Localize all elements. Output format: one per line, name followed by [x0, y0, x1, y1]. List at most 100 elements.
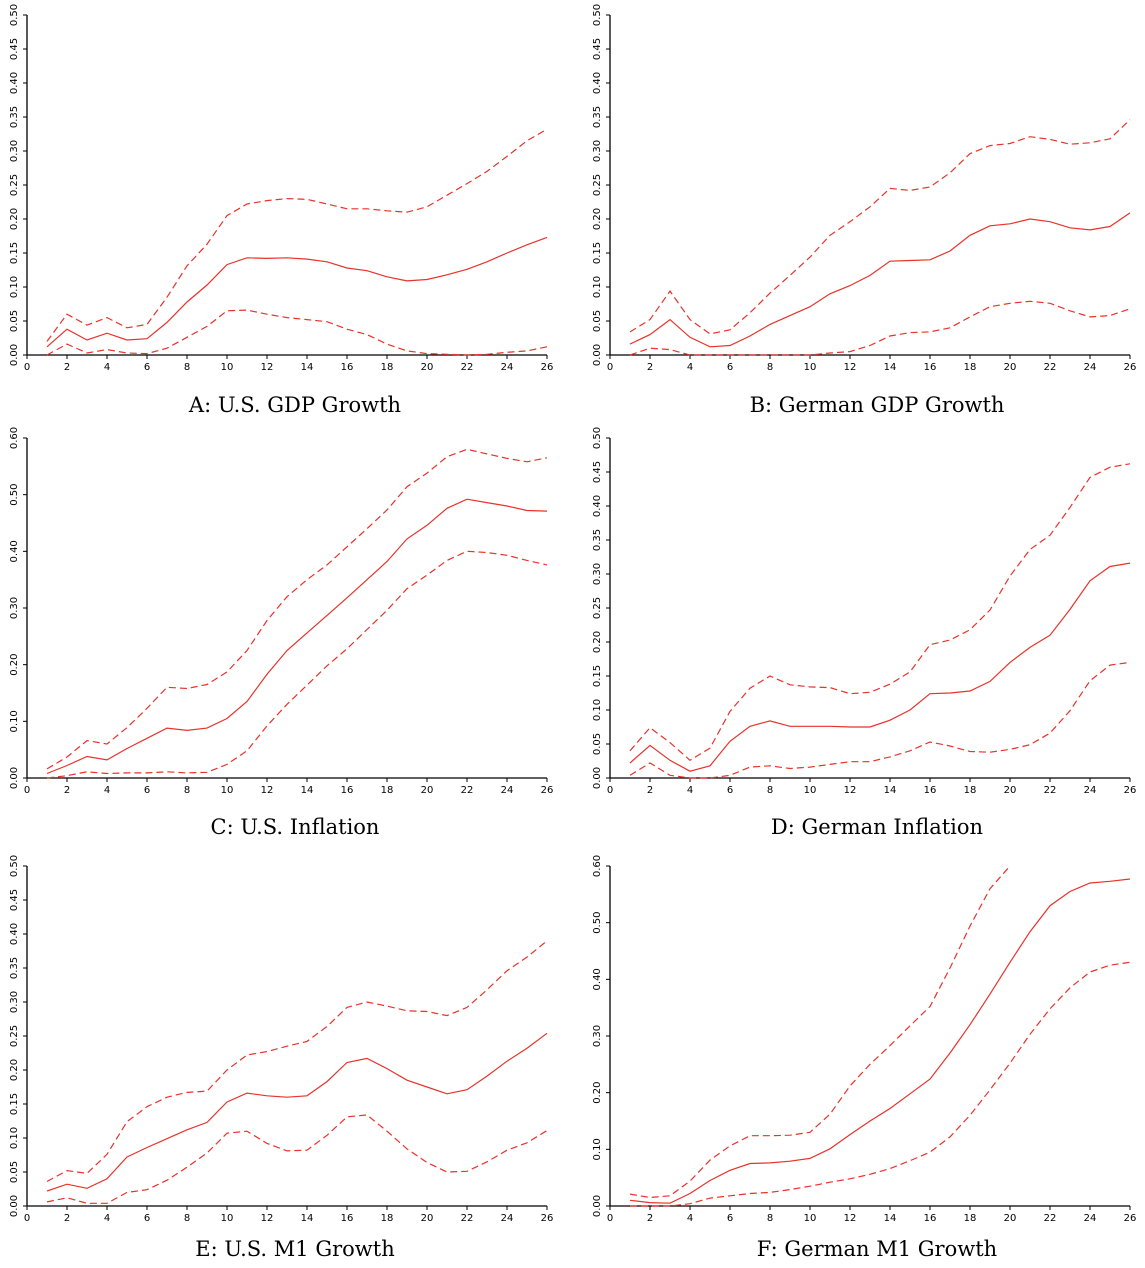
y-tick-label: 0.10	[592, 699, 603, 721]
x-tick-label: 4	[687, 785, 693, 796]
confidence-band-line	[629, 865, 1011, 1199]
x-tick-label: 20	[1004, 1213, 1017, 1224]
x-tick-label: 12	[844, 785, 857, 796]
x-tick-label: 0	[607, 1213, 613, 1224]
x-tick-label: 24	[1084, 785, 1097, 796]
x-tick-label: 26	[541, 362, 554, 373]
estimate-line	[629, 212, 1131, 348]
x-tick-label: 14	[884, 1213, 897, 1224]
x-tick-label: 12	[261, 785, 274, 796]
y-tick-label: 0.00	[592, 344, 603, 366]
x-tick-label: 24	[501, 362, 514, 373]
y-tick-label: 0.05	[592, 310, 603, 332]
x-tick-label: 10	[221, 785, 234, 796]
x-tick-label: 10	[221, 1213, 234, 1224]
chart-b: 0 2 4 6 8 10 12 14 16 18 20 22 24 260.000.050.100.150…	[592, 4, 1137, 373]
x-tick-label: 20	[1004, 785, 1017, 796]
x-tick-label: 22	[461, 785, 474, 796]
x-tick-label: 18	[381, 785, 394, 796]
x-tick-label: 6	[727, 362, 733, 373]
x-tick-label: 0	[607, 785, 613, 796]
x-tick-label: 22	[1044, 362, 1057, 373]
chart-c: 0 2 4 6 8 10 12 14 16 18 20 22 24 260.000.100.200.300…	[9, 427, 554, 796]
x-tick-label: 12	[261, 1213, 274, 1224]
x-tick-label: 8	[184, 362, 190, 373]
x-tick-label: 26	[541, 785, 554, 796]
y-tick-label: 0.35	[9, 106, 20, 128]
y-tick-label: 0.50	[592, 912, 603, 934]
estimate-line	[46, 1032, 548, 1192]
y-tick-label: 0.00	[9, 1195, 20, 1217]
y-tick-label: 0.15	[592, 665, 603, 687]
x-tick-label: 20	[421, 785, 434, 796]
x-tick-label: 6	[144, 362, 150, 373]
chart-f: 0 2 4 6 8 10 12 14 16 18 20 22 24 260.000.100.200.300…	[592, 855, 1136, 1224]
x-tick-label: 26	[1124, 362, 1137, 373]
x-tick-label: 18	[964, 785, 977, 796]
y-tick-label: 0.10	[9, 1127, 20, 1149]
y-tick-label: 0.15	[592, 242, 603, 264]
x-tick-label: 20	[421, 1213, 434, 1224]
x-tick-label: 2	[64, 1213, 70, 1224]
x-tick-label: 2	[64, 362, 70, 373]
estimate-line	[46, 236, 548, 348]
chart-e: 0 2 4 6 8 10 12 14 16 18 20 22 24 260.000.050.100.150…	[9, 855, 553, 1224]
panel-f: 0 2 4 6 8 10 12 14 16 18 20 22 24 26 0.00 0.10 0.20 0.30 0…	[572, 846, 1145, 1268]
y-tick-label: 0.60	[9, 427, 20, 449]
estimate-line	[629, 878, 1131, 1204]
y-tick-label: 0.00	[592, 767, 603, 789]
y-tick-label: 0.30	[9, 597, 20, 619]
x-tick-label: 2	[647, 1213, 653, 1224]
y-tick-label: 0.25	[9, 174, 20, 196]
y-tick-label: 0.45	[9, 38, 20, 60]
y-tick-label: 0.50	[9, 484, 20, 506]
panel-c: 0 2 4 6 8 10 12 14 16 18 20 22 24 26 0.00 0.10 0.20 0.30 0…	[0, 422, 572, 846]
x-tick-label: 16	[341, 362, 354, 373]
y-tick-label: 0.25	[9, 1025, 20, 1047]
confidence-band-line	[629, 300, 1131, 356]
x-tick-label: 8	[767, 785, 773, 796]
x-tick-label: 16	[924, 362, 937, 373]
x-tick-label: 16	[924, 785, 937, 796]
x-tick-label: 24	[1084, 1213, 1097, 1224]
y-tick-label: 0.40	[592, 495, 603, 517]
chart-d: 0 2 4 6 8 10 12 14 16 18 20 22 24 260.000.050.100.150…	[592, 427, 1136, 796]
y-tick-label: 0.30	[592, 563, 603, 585]
x-tick-label: 18	[381, 362, 394, 373]
x-tick-label: 6	[727, 785, 733, 796]
x-tick-label: 8	[184, 785, 190, 796]
x-tick-label: 20	[1004, 362, 1017, 373]
x-tick-label: 8	[184, 1213, 190, 1224]
x-tick-label: 14	[301, 1213, 314, 1224]
y-tick-label: 0.00	[9, 767, 20, 789]
estimate-line	[46, 498, 548, 775]
y-tick-label: 0.50	[9, 4, 20, 26]
x-tick-label: 12	[844, 1213, 857, 1224]
panel-b: 0 2 4 6 8 10 12 14 16 18 20 22 24 26 0.00 0.05 0.10 0.15 0…	[572, 0, 1145, 422]
y-tick-label: 0.40	[9, 923, 20, 945]
x-tick-label: 0	[24, 785, 30, 796]
x-tick-label: 0	[24, 1213, 30, 1224]
x-tick-label: 4	[687, 362, 693, 373]
confidence-band-line	[629, 119, 1131, 335]
y-tick-label: 0.10	[9, 710, 20, 732]
y-tick-label: 0.40	[9, 72, 20, 94]
x-tick-label: 14	[301, 362, 314, 373]
y-tick-label: 0.20	[592, 631, 603, 653]
y-tick-label: 0.00	[592, 1195, 603, 1217]
y-tick-label: 0.05	[9, 1161, 20, 1183]
confidence-band-line	[630, 961, 1131, 1207]
x-tick-label: 6	[144, 1213, 150, 1224]
confidence-band-line	[46, 309, 548, 356]
y-tick-label: 0.60	[592, 855, 603, 877]
y-tick-label: 0.30	[592, 1025, 603, 1047]
x-tick-label: 2	[647, 362, 653, 373]
x-tick-label: 16	[924, 1213, 937, 1224]
y-tick-label: 0.45	[9, 889, 20, 911]
confidence-band-line	[629, 463, 1131, 762]
x-tick-label: 2	[647, 785, 653, 796]
x-tick-label: 18	[964, 1213, 977, 1224]
x-tick-label: 6	[144, 785, 150, 796]
x-tick-label: 4	[104, 1213, 110, 1224]
x-tick-label: 8	[767, 1213, 773, 1224]
